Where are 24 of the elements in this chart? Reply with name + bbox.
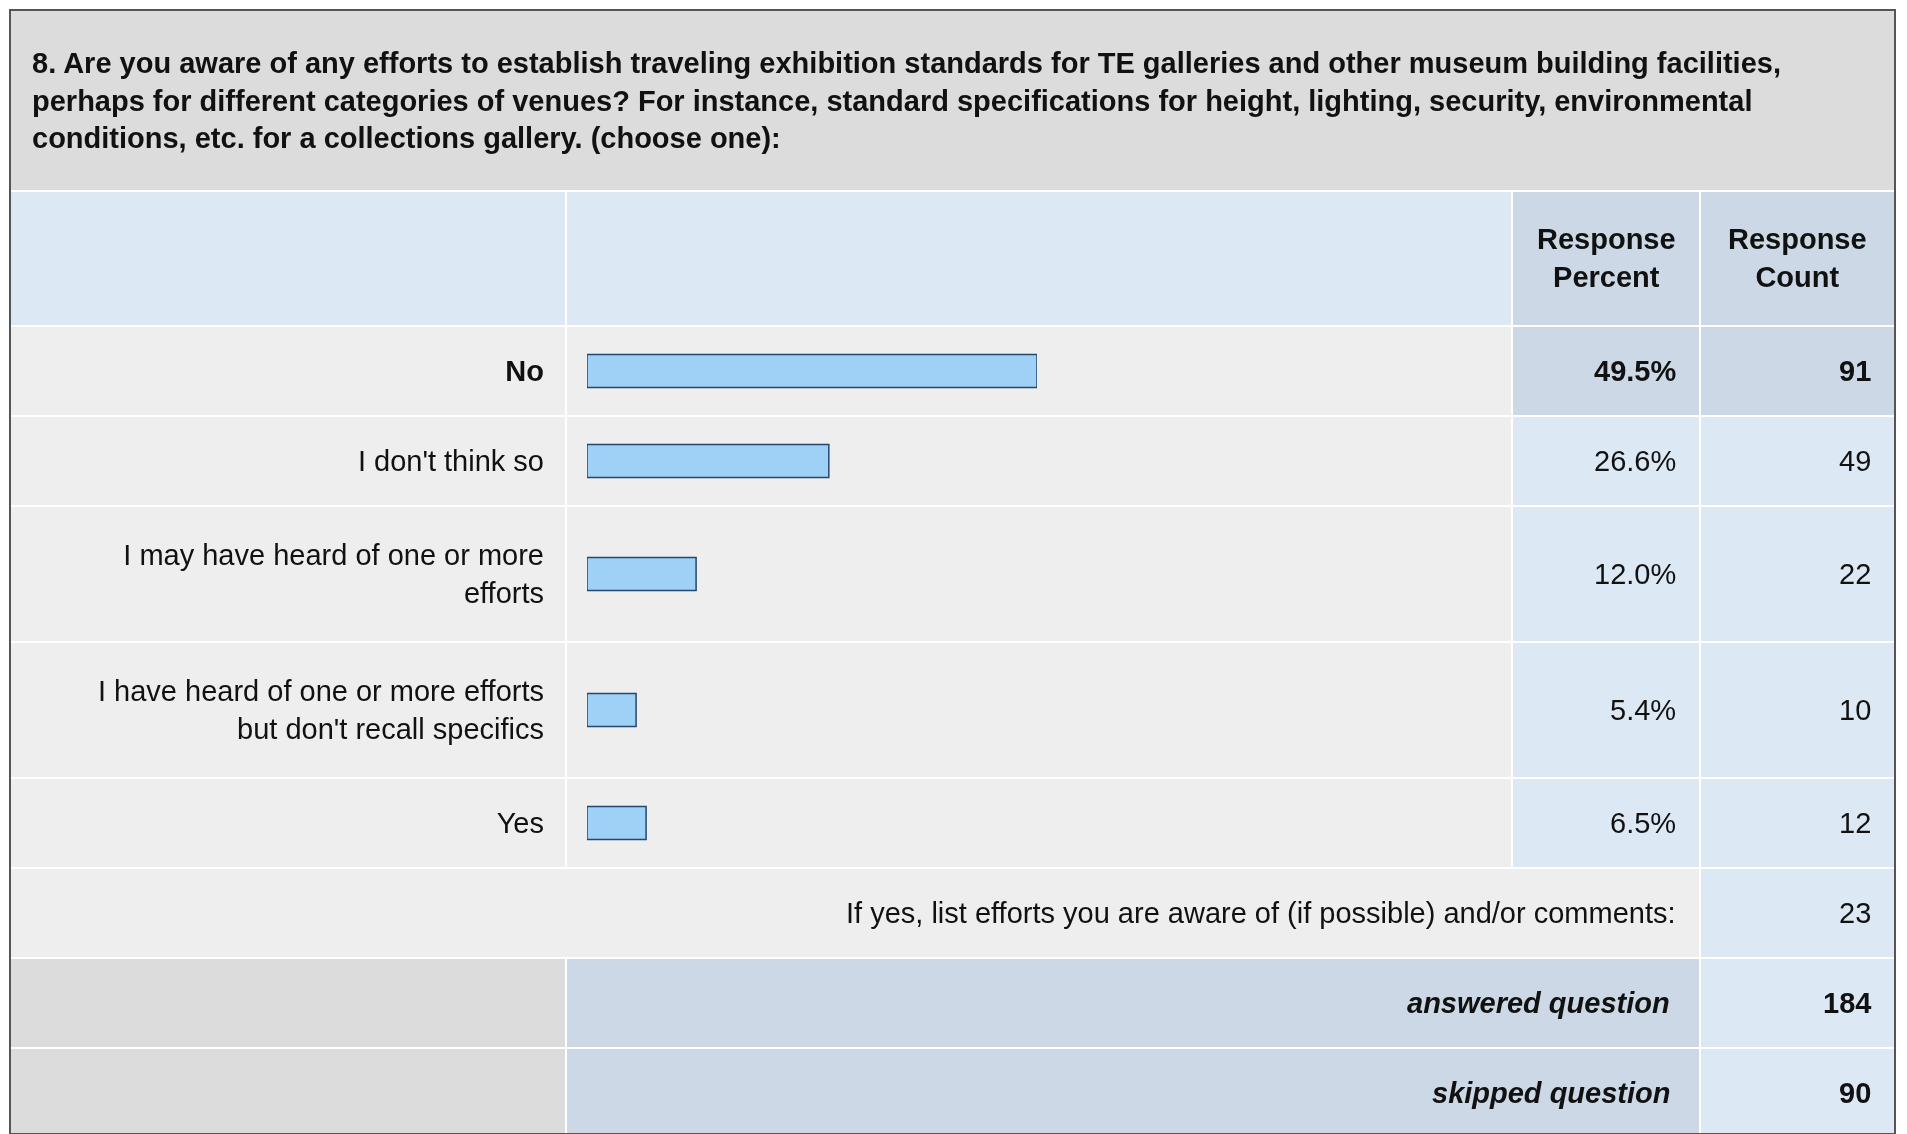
data-label: 12.0% [1594, 558, 1677, 590]
chart-title: 8. Are you aware of any efforts to establish traveling exhibition standards for TE galleries and other museum building facilities, perhaps for different categories of venues? For instance, standard specifications for height, lighting, security, environmental conditions, etc. for a collections gallery. (choose one): [32, 47, 1781, 155]
data-label: 6.5% [1610, 807, 1677, 839]
text: Response Percent [1537, 223, 1676, 293]
text: answered question [1407, 987, 1670, 1019]
text: skipped question [1432, 1077, 1671, 1109]
y-tick-label: Yes [496, 807, 544, 840]
data-label: 5.4% [1610, 694, 1677, 726]
y-tick-label: I don't think so [357, 445, 544, 478]
text: 91 [1839, 355, 1872, 387]
text: 49 [1839, 445, 1872, 477]
text: 90 [1839, 1077, 1872, 1109]
text: Response Count [1728, 223, 1867, 293]
text: 184 [1823, 987, 1872, 1019]
text: 23 [1839, 897, 1872, 929]
text: 22 [1839, 558, 1872, 590]
data-label: 49.5% [1594, 355, 1677, 387]
y-tick-label: No [505, 355, 544, 388]
data-label: 26.6% [1594, 445, 1677, 477]
y-tick-label: I may have heard of one or more efforts [123, 539, 544, 609]
y-tick-label: I have heard of one or more efforts but don't recall specifics [97, 675, 544, 745]
text: If yes, list efforts you are aware of (if possible) and/or comments: [846, 897, 1676, 929]
text: 12 [1839, 807, 1872, 839]
text: 10 [1839, 694, 1872, 726]
